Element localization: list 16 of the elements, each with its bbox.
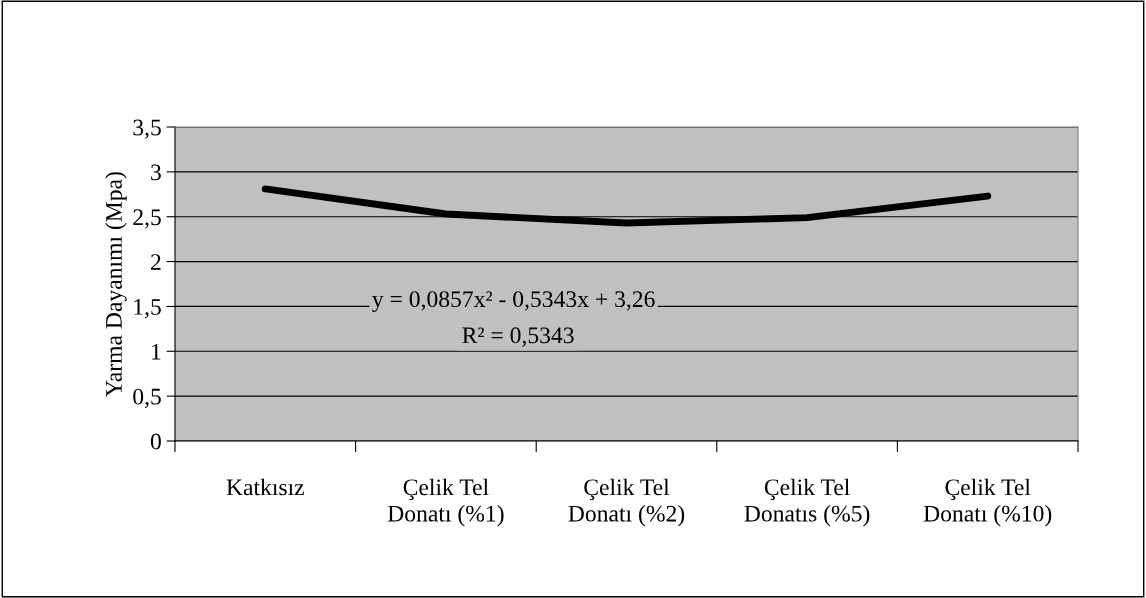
- y-tick-label: 2,5: [133, 209, 161, 229]
- annotation: R² = 0,5343: [462, 327, 574, 347]
- x-tick-label: Çelik Tel Donatı (%2): [568, 478, 685, 527]
- y-tick-label: 0: [150, 433, 161, 450]
- y-tick-label: 1,5: [134, 299, 161, 319]
- y-tick-label: 3,5: [133, 119, 161, 139]
- x-tick-label: Çelik Tel Donatı (%1): [387, 478, 504, 527]
- y-tick-label: 2: [151, 254, 161, 270]
- x-tick-label: Çelik Tel Donatıs (%5): [744, 478, 870, 527]
- annotation: y = 0,0857x² - 0,5343x + 3,26: [372, 291, 655, 312]
- y-tick-label: 1: [152, 343, 161, 360]
- x-tick-label: Çelik Tel Donatı (%10): [923, 478, 1052, 527]
- y-tick-label: 0,5: [133, 388, 161, 408]
- y-axis-title: Yarma Dayanımı (Mpa): [105, 172, 127, 397]
- x-tick-label: Katkısız: [226, 478, 304, 496]
- y-tick-label: 3: [151, 164, 161, 181]
